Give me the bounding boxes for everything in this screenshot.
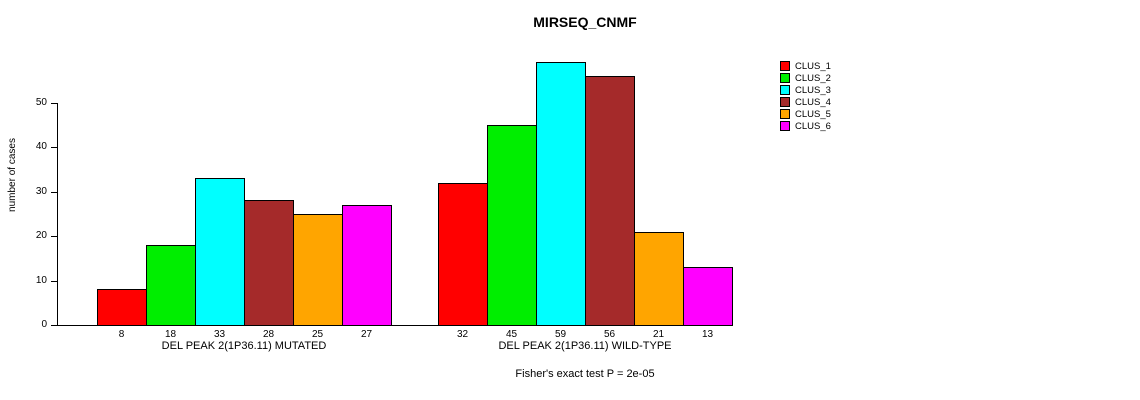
bar [293,213,343,326]
bar [244,200,294,326]
y-tick-label: 20 [35,230,47,241]
legend-swatch [780,121,790,131]
bar-value-label: 18 [164,329,177,340]
y-tick [51,147,57,148]
caption: Fisher's exact test P = 2e-05 [515,368,655,380]
y-tick [51,325,57,326]
bar [438,182,488,326]
bar [146,244,196,326]
group-label: DEL PEAK 2(1P36.11) WILD-TYPE [498,340,672,352]
legend-item-label: CLUS_3 [795,85,831,96]
legend-swatch [780,73,790,83]
bar-value-label: 45 [505,329,518,340]
bar [97,289,147,326]
bar [585,75,635,326]
y-tick [51,191,57,193]
legend-item-label: CLUS_5 [795,109,831,120]
y-tick [51,280,57,282]
bar-value-label: 28 [262,329,275,340]
chart-title: MIRSEQ_CNMF [533,14,637,30]
y-axis-label: number of cases [7,138,18,212]
y-tick [51,236,57,237]
y-tick-label: 10 [35,274,47,286]
y-tick-label: 30 [35,185,47,197]
bar-value-label: 27 [360,329,373,340]
bar-value-label: 21 [652,329,665,340]
legend-item-label: CLUS_1 [795,61,831,72]
legend-swatch [780,109,790,119]
bar-value-label: 59 [554,329,567,340]
bar-value-label: 25 [311,329,324,340]
bar [683,267,733,326]
legend-item-label: CLUS_2 [795,73,831,84]
y-tick [51,102,57,104]
bar [536,62,586,326]
legend-item-label: CLUS_6 [795,121,831,132]
legend-swatch [780,97,790,107]
bar [342,204,392,326]
y-tick-label: 0 [41,319,47,330]
y-tick-label: 50 [35,96,47,108]
y-tick-label: 40 [35,141,47,152]
legend-item-label: CLUS_4 [795,97,831,108]
bar-value-label: 56 [603,329,616,340]
bar-value-label: 13 [701,329,714,340]
bar [195,178,245,326]
bar-value-label: 32 [456,329,469,340]
group-label: DEL PEAK 2(1P36.11) MUTATED [161,340,327,352]
bar [634,231,684,326]
bar [487,124,537,326]
bar-value-label: 33 [213,329,226,340]
legend-swatch [780,61,790,71]
y-axis-line [57,102,58,326]
legend-swatch [780,85,790,95]
bar-value-label: 8 [118,329,125,340]
x-axis-line [57,325,732,326]
